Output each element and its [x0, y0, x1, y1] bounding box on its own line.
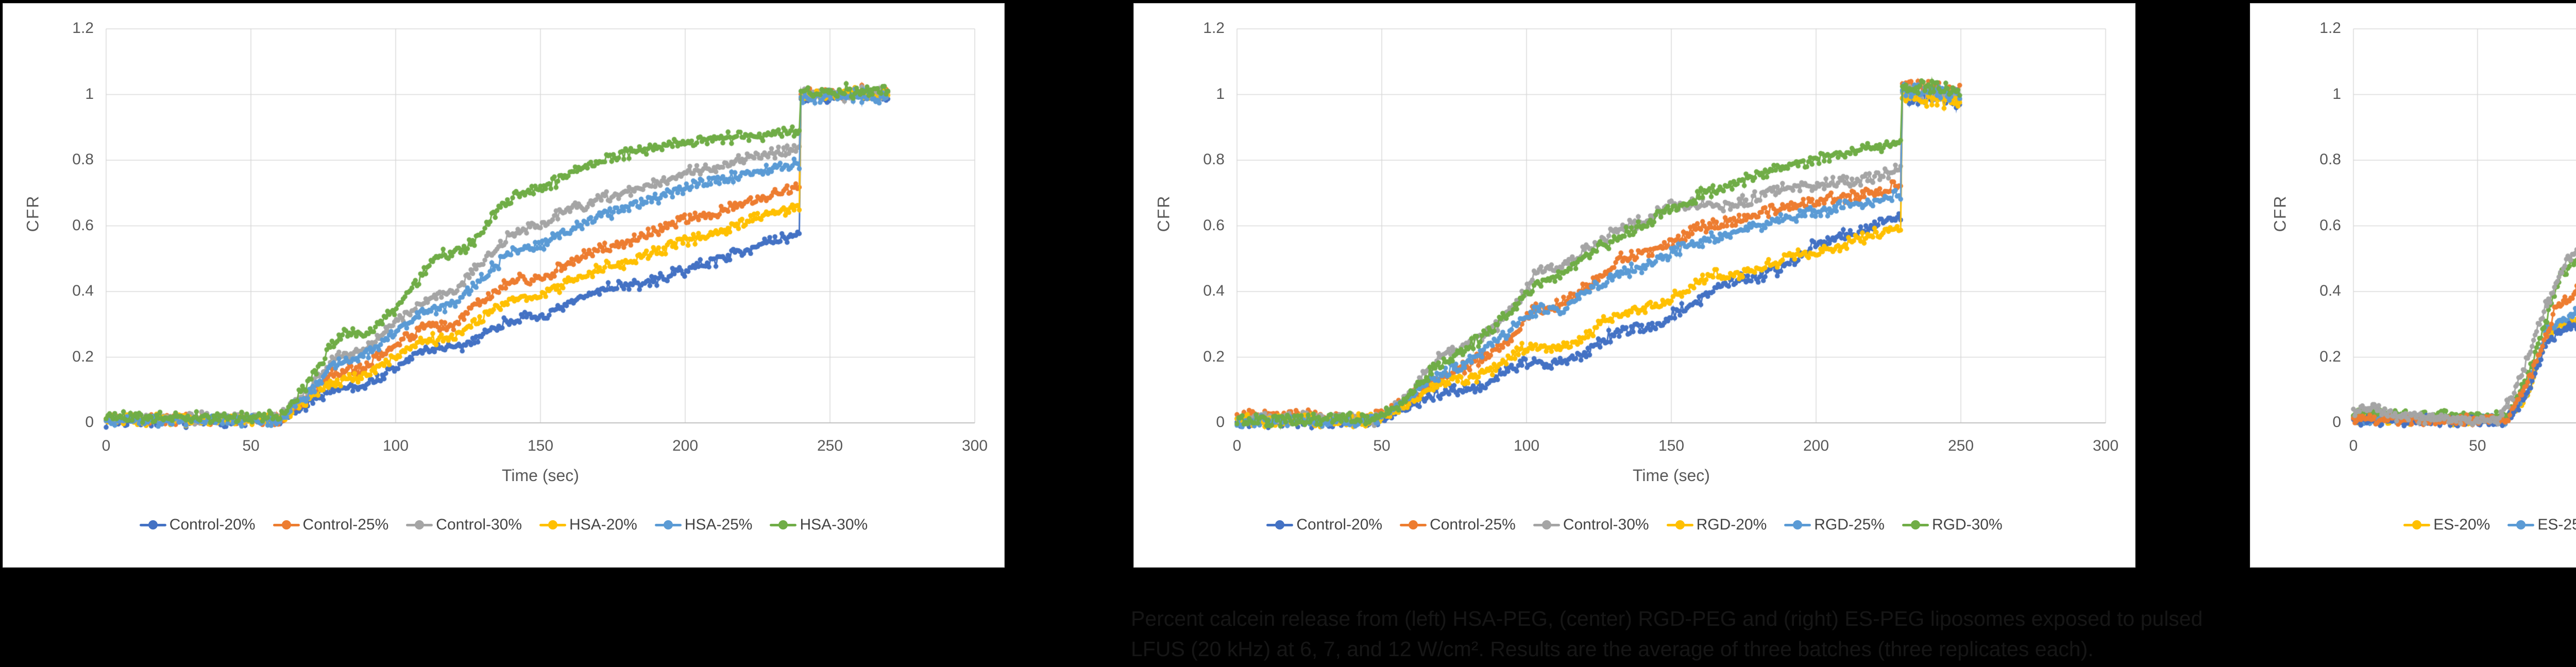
legend-item-es-25-: ES-25% — [2507, 516, 2576, 534]
legend-label: RGD-30% — [1931, 516, 2003, 533]
legend-label: Control-25% — [1430, 516, 1516, 533]
legend-item-es-20-: ES-20% — [2403, 516, 2490, 534]
x-tick-label: 0 — [1232, 437, 1242, 454]
legend-marker-icon — [406, 520, 433, 529]
y-tick-label: 0.6 — [1203, 216, 1225, 234]
legend-marker-icon — [273, 520, 300, 529]
legend-marker-icon — [2507, 520, 2535, 529]
legend-item-control-25-: Control-25% — [1400, 516, 1516, 534]
chart-panel-3: CFR Time (sec) 00.20.40.60.811.205010015… — [2250, 3, 2576, 568]
y-tick-label: 0.8 — [1203, 151, 1225, 168]
chart-canvas-rgd — [1134, 4, 2136, 568]
x-tick-label: 250 — [817, 437, 843, 454]
caption-line-1: Percent calcein release from (left) HSA-… — [1131, 607, 2203, 630]
y-tick-label: 0.6 — [2319, 216, 2341, 234]
x-axis-title: Time (sec) — [502, 466, 579, 485]
y-tick-label: 0.2 — [72, 348, 94, 365]
legend-item-rgd-30-: RGD-30% — [1902, 516, 2003, 534]
x-tick-label: 0 — [2349, 437, 2358, 454]
legend-marker-icon — [139, 520, 166, 529]
chart-panel-1: CFR Time (sec) 0 0.2 0.4 0.6 0.8 1 1.2 0 50 100 15… — [3, 3, 1005, 568]
legend-label: Control-30% — [1563, 516, 1649, 533]
legend-marker-icon — [1266, 520, 1294, 529]
legend-marker-icon — [1533, 520, 1560, 529]
caption-line-2: LFUS (20 kHz) at 6, 7, and 12 W/cm². Res… — [1131, 637, 2094, 661]
x-tick-label: 100 — [382, 437, 409, 454]
legend-label: RGD-25% — [1814, 516, 1885, 533]
y-tick-label: 0.4 — [2319, 282, 2341, 299]
y-tick-label: 0.6 — [72, 216, 94, 234]
legend-marker-icon — [1666, 520, 1693, 529]
y-tick-label: 1.2 — [2319, 20, 2341, 37]
y-tick-label: 1 — [2332, 85, 2341, 102]
legend-label: Control-20% — [1296, 516, 1383, 533]
legend-item-hsa-25-: HSA-25% — [654, 516, 753, 534]
x-tick-label: 150 — [527, 437, 554, 454]
chart-legend: ES-20%ES-25%ES-30%Control-20%Control-25%… — [2250, 516, 2576, 534]
legend-label: HSA-30% — [800, 516, 868, 533]
y-tick-label: 1.2 — [1203, 20, 1225, 37]
legend-marker-icon — [770, 520, 797, 529]
legend-label: ES-25% — [2537, 516, 2576, 533]
legend-label: Control-25% — [302, 516, 389, 533]
legend-marker-icon — [539, 520, 567, 529]
x-axis-title: Time (sec) — [1633, 466, 1710, 485]
y-tick-label: 0 — [1216, 414, 1225, 431]
legend-label: HSA-25% — [684, 516, 753, 533]
x-tick-label: 100 — [2566, 437, 2576, 455]
legend-item-control-20-: Control-20% — [1266, 516, 1382, 534]
x-tick-label: 0 — [101, 437, 111, 454]
chart-canvas-es — [2250, 4, 2576, 568]
y-tick-label: 0.4 — [1203, 282, 1225, 299]
x-tick-label: 300 — [961, 437, 988, 454]
chart-legend: Control-20% Control-25% Control-30% HSA-20%… — [3, 516, 1004, 534]
legend-item-hsa-20-: HSA-20% — [539, 516, 637, 534]
chart-panel-2: CFR Time (sec) 0 0.2 0.4 0.6 0.8 1 1.2 0 50 100 15… — [1133, 3, 2136, 568]
y-tick-label: 0 — [85, 414, 94, 431]
x-tick-label: 200 — [672, 437, 699, 454]
y-tick-label: 0.8 — [72, 151, 94, 168]
figure-caption: Percent calcein release from (left) HSA-… — [1131, 604, 2202, 664]
legend-item-rgd-25-: RGD-25% — [1784, 516, 1885, 534]
y-tick-label: 1.2 — [72, 20, 94, 37]
legend-item-control-30-: Control-30% — [1533, 516, 1649, 534]
legend-item-control-20-: Control-20% — [139, 516, 256, 534]
legend-marker-icon — [2403, 520, 2431, 529]
legend-marker-icon — [1400, 520, 1427, 529]
legend-label: Control-30% — [436, 516, 522, 533]
x-tick-label: 50 — [242, 437, 260, 454]
x-tick-label: 100 — [1513, 437, 1540, 454]
x-tick-label: 50 — [1373, 437, 1391, 454]
y-tick-label: 1 — [1216, 85, 1225, 102]
y-tick-label: 0.4 — [72, 282, 94, 299]
legend-marker-icon — [654, 520, 682, 529]
legend-marker-icon — [1902, 520, 1929, 529]
legend-label: HSA-20% — [569, 516, 637, 533]
chart-canvas-hsa — [3, 4, 1005, 568]
y-tick-label: 0.2 — [1203, 348, 1225, 365]
x-tick-label: 300 — [2092, 437, 2119, 454]
legend-item-control-25-: Control-25% — [273, 516, 389, 534]
chart-legend: Control-20% Control-25% Control-30% RGD-20%… — [1134, 516, 2135, 534]
x-axis-title: Time (sec) — [2353, 466, 2576, 485]
legend-item-hsa-30-: HSA-30% — [770, 516, 868, 534]
legend-marker-icon — [1784, 520, 1811, 529]
legend-item-control-30-: Control-30% — [406, 516, 522, 534]
legend-label: ES-20% — [2433, 516, 2490, 533]
y-tick-label: 0.8 — [2319, 151, 2341, 168]
y-tick-label: 0 — [2332, 414, 2341, 431]
legend-item-rgd-20-: RGD-20% — [1666, 516, 1767, 534]
x-tick-label: 250 — [1947, 437, 1974, 454]
y-tick-label: 1 — [85, 85, 94, 102]
x-tick-label: 200 — [1803, 437, 1829, 454]
legend-label: RGD-20% — [1696, 516, 1767, 533]
x-tick-label: 150 — [1658, 437, 1685, 454]
legend-label: Control-20% — [169, 516, 256, 533]
x-tick-label: 50 — [2469, 437, 2486, 454]
y-tick-label: 0.2 — [2319, 348, 2341, 365]
